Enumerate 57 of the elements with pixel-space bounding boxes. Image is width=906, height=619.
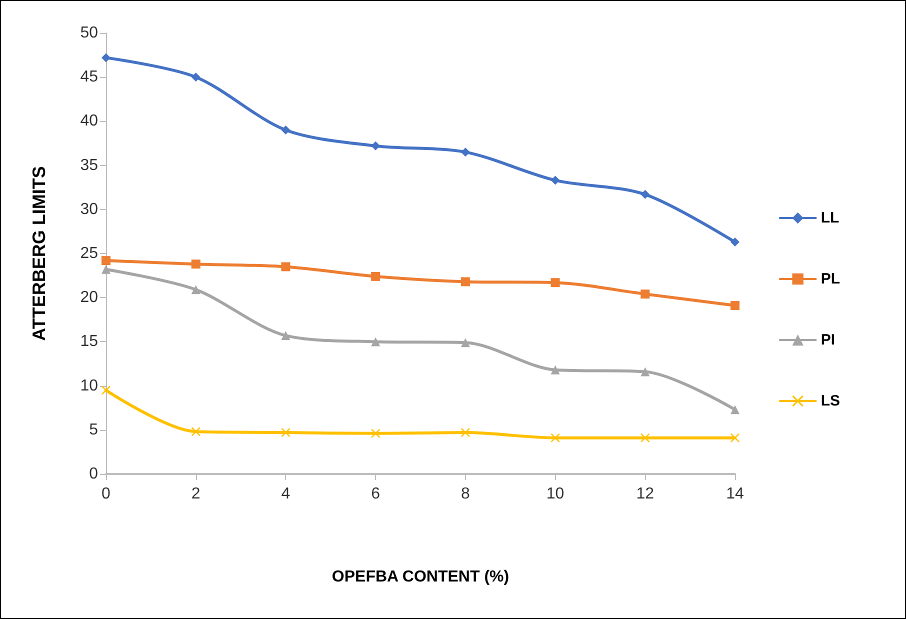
x-tick-label: 0 (102, 486, 111, 502)
x-tick-label: 10 (546, 486, 564, 502)
point (281, 428, 290, 438)
point (730, 301, 740, 310)
x-tick-label: 2 (191, 486, 200, 502)
legend-label: PI (820, 332, 836, 348)
point (730, 238, 740, 247)
point (640, 367, 650, 376)
point (371, 272, 380, 281)
y-tick-label: 15 (80, 333, 98, 350)
y-tick-label: 30 (80, 200, 98, 218)
point (460, 148, 470, 157)
point (191, 260, 200, 269)
point (550, 176, 560, 185)
x-axis-title: OPEFBA CONTENT (%) (332, 568, 510, 586)
point (640, 290, 650, 299)
y-tick-label: 0 (89, 466, 98, 482)
point (191, 72, 200, 82)
y-tick-label: 20 (80, 289, 98, 306)
x-tick-label: 4 (281, 486, 290, 502)
point (281, 262, 290, 272)
point (371, 141, 380, 150)
point (730, 405, 740, 414)
point (550, 433, 560, 442)
point (102, 264, 110, 274)
point (191, 285, 200, 294)
x-tick-label: 12 (636, 486, 654, 502)
y-tick-label: 40 (80, 112, 98, 130)
point (640, 433, 650, 442)
point (460, 428, 470, 438)
point (640, 190, 650, 199)
point (550, 365, 560, 374)
y-tick-label: 10 (80, 377, 98, 394)
x-tick-label: 14 (726, 486, 744, 502)
point (730, 433, 740, 442)
point (460, 338, 470, 348)
x-tick-label: 8 (460, 486, 470, 502)
x-tick-label: 6 (371, 486, 380, 502)
y-tick-label: 25 (80, 245, 98, 262)
point (281, 331, 290, 340)
y-tick-label: 35 (80, 156, 98, 174)
point (102, 386, 110, 395)
point (460, 277, 470, 286)
y-axis-title: ATTERBERG LIMITS (29, 166, 49, 341)
y-tick-label: 45 (80, 68, 98, 86)
y-tick-label: 5 (89, 421, 98, 438)
point (102, 53, 110, 62)
point (191, 427, 200, 436)
y-tick-label: 50 (80, 24, 98, 42)
point (281, 126, 290, 135)
point (371, 428, 380, 438)
legend-label: LL (820, 210, 840, 226)
point (550, 278, 560, 288)
legend-label: PL (820, 270, 840, 288)
point (102, 256, 110, 266)
point (371, 337, 380, 346)
legend-label: LS (820, 392, 840, 410)
